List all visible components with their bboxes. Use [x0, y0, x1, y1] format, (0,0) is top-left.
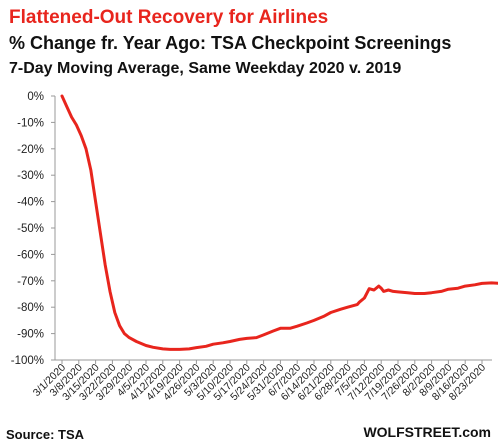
chart-subtitle-2: 7-Day Moving Average, Same Weekday 2020 …	[9, 60, 401, 77]
y-tick-label: -100%	[11, 355, 44, 367]
brand-label: WOLFSTREET.com	[363, 424, 491, 440]
y-tick-label: -60%	[17, 249, 44, 261]
y-tick-label: -90%	[17, 329, 44, 341]
plot-area	[60, 94, 498, 351]
chart-title: Flattened-Out Recovery for Airlines	[9, 7, 328, 28]
x-axis: 3/1/20203/8/20203/15/20203/22/20203/29/2…	[31, 359, 492, 403]
y-tick-label: -20%	[17, 144, 44, 156]
y-tick-label: -80%	[17, 302, 44, 314]
y-tick-label: -70%	[17, 276, 44, 288]
source-note: Source: TSA	[6, 427, 85, 442]
chart-subtitle: % Change fr. Year Ago: TSA Checkpoint Sc…	[9, 33, 451, 53]
y-axis: 0% -10% -20% -30% -40% -50% -60% -70% -80% -90% -1…	[11, 91, 56, 367]
y-tick-label: 0%	[27, 91, 44, 103]
y-tick-label: -30%	[17, 170, 44, 182]
y-tick-label: -40%	[17, 197, 44, 209]
y-tick-label: -10%	[17, 117, 44, 129]
y-tick-label: -50%	[17, 223, 44, 235]
series-line	[60, 94, 498, 351]
